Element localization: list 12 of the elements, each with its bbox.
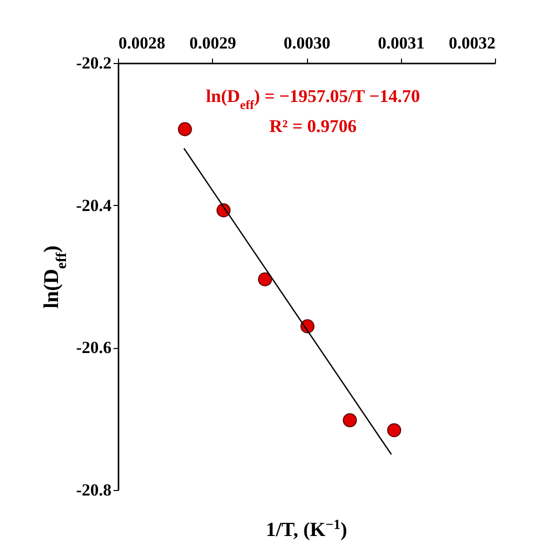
x-tick-label: 0.0032	[448, 34, 496, 52]
y-tick-label: -20.6	[76, 338, 112, 358]
y-tick-label: -20.4	[76, 196, 112, 215]
annotation: ln(D$_{eff}$) = −1957.05/T −14.70	[206, 86, 420, 112]
y-tick-label: -20.8	[76, 480, 112, 500]
x-axis-title: 1/T, (K$^{−1}$)	[266, 518, 348, 541]
annotation: R² = 0.9706	[269, 116, 357, 136]
x-tick-label: 0.0028	[118, 34, 166, 52]
x-tick-label: 0.0030	[284, 34, 330, 52]
y-tick-label: -20.2	[76, 54, 112, 72]
x-tick-label: 0.0031	[378, 34, 425, 52]
x-tick-label: 0.0029	[189, 34, 236, 52]
